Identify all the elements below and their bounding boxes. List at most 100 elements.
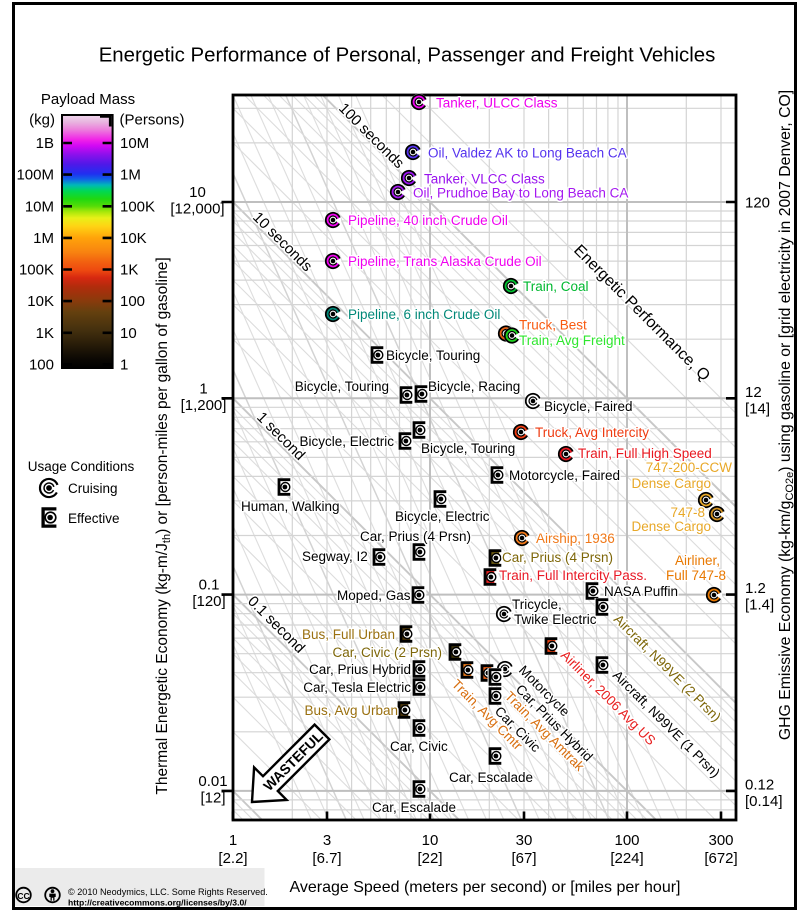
svg-text:Car, Civic: Car, Civic: [390, 739, 448, 754]
svg-text:[12]: [12]: [200, 789, 225, 806]
svg-text:0.01: 0.01: [198, 773, 227, 790]
svg-text:Tanker, ULCC Class: Tanker, ULCC Class: [436, 96, 558, 111]
svg-text:300: 300: [708, 832, 733, 849]
svg-text:[2.2]: [2.2]: [218, 850, 247, 867]
svg-text:10: 10: [422, 832, 439, 849]
svg-text:Dense Cargo: Dense Cargo: [631, 476, 711, 491]
svg-text:Train, Full Intercity Pass.: Train, Full Intercity Pass.: [499, 568, 647, 583]
svg-text:10K: 10K: [120, 230, 147, 247]
svg-text:10: 10: [189, 184, 206, 201]
svg-text:Pipeline, 6 inch Crude Oil: Pipeline, 6 inch Crude Oil: [348, 307, 500, 322]
svg-text:30: 30: [516, 832, 533, 849]
svg-text:[6.7]: [6.7]: [312, 850, 341, 867]
svg-text:Oil, Valdez AK to Long Beach C: Oil, Valdez AK to Long Beach CA: [428, 146, 627, 161]
svg-text:[1.4]: [1.4]: [745, 597, 774, 614]
svg-text:100K: 100K: [120, 198, 155, 215]
svg-text:747-8: 747-8: [670, 505, 705, 520]
svg-text:Tricycle,: Tricycle,: [512, 597, 562, 612]
svg-text:1K: 1K: [120, 262, 138, 279]
svg-text:12: 12: [745, 384, 762, 401]
svg-text:0.12: 0.12: [745, 776, 774, 793]
svg-text:Usage Conditions: Usage Conditions: [28, 459, 135, 474]
svg-text:Tanker, VLCC Class: Tanker, VLCC Class: [424, 172, 545, 187]
svg-text:1M: 1M: [120, 167, 141, 184]
svg-text:Pipeline, 40 inch Crude Oil: Pipeline, 40 inch Crude Oil: [348, 213, 508, 228]
svg-text:Motorcycle, Faired: Motorcycle, Faired: [509, 468, 620, 483]
svg-text:Airship, 1936: Airship, 1936: [536, 531, 615, 546]
svg-text:1: 1: [120, 356, 128, 373]
svg-text:10M: 10M: [25, 198, 54, 215]
svg-text:Car, Civic (2 Prsn): Car, Civic (2 Prsn): [332, 645, 442, 660]
svg-text:Car, Prius Hybrid: Car, Prius Hybrid: [309, 662, 411, 677]
svg-text:Train, Full High Speed: Train, Full High Speed: [578, 446, 712, 461]
svg-text:Bicycle, Faired: Bicycle, Faired: [544, 399, 633, 414]
svg-text:Human, Walking: Human, Walking: [241, 499, 340, 514]
svg-text:[672]: [672]: [704, 850, 737, 867]
svg-text:Segway, I2: Segway, I2: [302, 549, 368, 564]
svg-text:Truck, Avg Intercity: Truck, Avg Intercity: [535, 425, 649, 440]
svg-text:1M: 1M: [33, 230, 54, 247]
svg-text:Car, Prius (4 Prsn): Car, Prius (4 Prsn): [502, 550, 613, 565]
svg-text:1: 1: [229, 832, 237, 849]
svg-text:GHG Emissive Economy (kg-km/gC: GHG Emissive Economy (kg-km/gCO2e) using…: [777, 90, 796, 740]
svg-text:Dense Cargo: Dense Cargo: [631, 519, 711, 534]
svg-text:Moped, Gas: Moped, Gas: [337, 588, 411, 603]
svg-text:10K: 10K: [27, 293, 54, 310]
svg-text:1K: 1K: [36, 325, 54, 342]
svg-text:1B: 1B: [36, 135, 54, 152]
svg-text:Bicycle, Racing: Bicycle, Racing: [428, 379, 520, 394]
svg-text:[14]: [14]: [745, 400, 770, 417]
svg-text:http://creativecommons.org/lic: http://creativecommons.org/licenses/by/3…: [68, 898, 247, 908]
svg-text:100K: 100K: [19, 262, 54, 279]
svg-text:747-200-CCW: 747-200-CCW: [646, 460, 733, 475]
svg-text:Payload Mass: Payload Mass: [41, 91, 135, 108]
svg-text:100: 100: [614, 832, 639, 849]
svg-text:1.2: 1.2: [745, 580, 766, 597]
svg-text:[1,200]: [1,200]: [181, 397, 227, 414]
svg-text:Car, Tesla Electric: Car, Tesla Electric: [303, 680, 411, 695]
svg-text:0.1: 0.1: [199, 577, 220, 594]
svg-text:Average Speed (meters per seco: Average Speed (meters per second) or [mi…: [289, 879, 680, 896]
svg-text:Pipeline, Trans Alaska Crude O: Pipeline, Trans Alaska Crude Oil: [348, 254, 542, 269]
svg-text:[22]: [22]: [417, 850, 442, 867]
svg-text:100M: 100M: [16, 167, 54, 184]
svg-text:Energetic Performance of Perso: Energetic Performance of Personal, Passe…: [99, 45, 716, 67]
svg-text:10: 10: [120, 325, 137, 342]
svg-text:Bus, Avg Urban: Bus, Avg Urban: [304, 703, 398, 718]
svg-text:(kg): (kg): [29, 112, 55, 129]
svg-text:Train, Coal: Train, Coal: [523, 279, 589, 294]
svg-text:10M: 10M: [120, 135, 149, 152]
svg-text:Train, Avg Freight: Train, Avg Freight: [519, 333, 625, 348]
svg-text:Effective: Effective: [68, 511, 120, 526]
svg-text:Cruising: Cruising: [68, 481, 118, 496]
svg-text:Thermal Energetic Economy (kg-: Thermal Energetic Economy (kg-m/Jth) or …: [154, 257, 173, 794]
svg-text:Bicycle, Electric: Bicycle, Electric: [395, 509, 490, 524]
svg-text:Bicycle, Touring: Bicycle, Touring: [386, 348, 480, 363]
svg-text:Bicycle, Electric: Bicycle, Electric: [299, 434, 394, 449]
svg-text:[12,000]: [12,000]: [170, 201, 224, 218]
svg-text:[67]: [67]: [511, 850, 536, 867]
svg-text:© 2010 Neodymics, LLC. Some R: © 2010 Neodymics, LLC. Some Rights Reser…: [68, 887, 268, 897]
svg-text:100: 100: [120, 293, 145, 310]
svg-text:Full 747-8: Full 747-8: [666, 568, 726, 583]
svg-text:Oil, Prudhoe Bay to Long Beach: Oil, Prudhoe Bay to Long Beach CA: [413, 186, 628, 201]
svg-text:Car, Prius (4 Prsn): Car, Prius (4 Prsn): [360, 529, 471, 544]
svg-text:Bicycle, Touring: Bicycle, Touring: [421, 441, 515, 456]
svg-text:CC: CC: [17, 891, 29, 901]
svg-text:1: 1: [199, 380, 207, 397]
svg-text:Car, Escalade: Car, Escalade: [372, 800, 456, 815]
svg-text:(Persons): (Persons): [120, 112, 185, 129]
svg-text:Twike Electric: Twike Electric: [514, 612, 597, 627]
svg-text:Bus, Full Urban: Bus, Full Urban: [302, 627, 395, 642]
svg-text:Truck, Best: Truck, Best: [519, 318, 587, 333]
svg-text:Bicycle, Touring: Bicycle, Touring: [295, 379, 389, 394]
svg-text:NASA Puffin: NASA Puffin: [604, 584, 678, 599]
svg-text:[120]: [120]: [192, 593, 225, 610]
svg-text:100: 100: [29, 356, 54, 373]
svg-text:[224]: [224]: [610, 850, 643, 867]
svg-text:Airliner,: Airliner,: [675, 553, 720, 568]
svg-text:Car, Escalade: Car, Escalade: [449, 770, 533, 785]
svg-text:3: 3: [323, 832, 331, 849]
svg-text:120: 120: [745, 195, 770, 212]
svg-text:[0.14]: [0.14]: [745, 793, 783, 810]
